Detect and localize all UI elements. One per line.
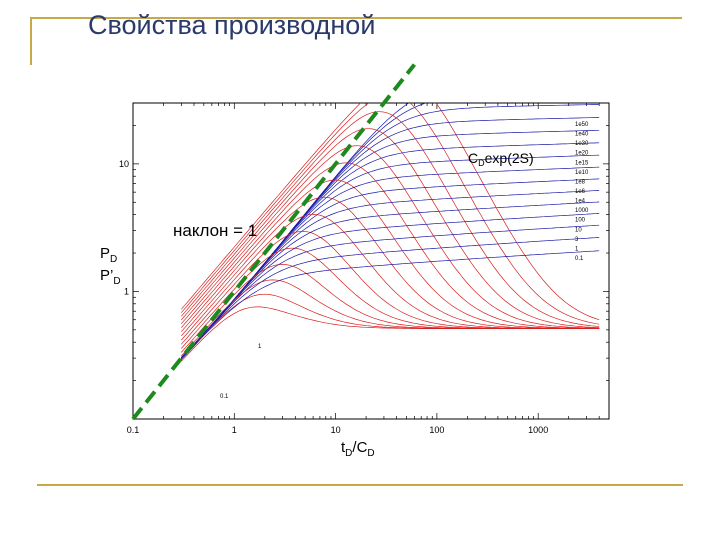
tick-labels: 0.1 1 10 100 1000 10 1 (119, 159, 548, 435)
derivative-curve (181, 179, 600, 332)
x-tick-label: 1000 (528, 425, 548, 435)
derivative-curve (181, 162, 600, 329)
curve-param-label: 1e15 (575, 160, 589, 166)
plot-frame (132, 102, 610, 420)
derivative-param-label: 0.1 (220, 394, 229, 400)
curve-param-label: 100 (575, 218, 586, 224)
pressure-curve (181, 178, 600, 359)
curve-param-label: 1e20 (575, 151, 589, 157)
y-axis-label-pd-prime: P’D (100, 267, 121, 287)
derivative-curve (181, 145, 600, 329)
ylabel-line2: P’ (100, 267, 113, 284)
x-tick-label: 1 (232, 425, 237, 435)
bottom-rule (37, 484, 683, 486)
slide-title: Свойства производной (88, 10, 376, 40)
curve-param-label: 1000 (575, 208, 589, 214)
param-sub: D (478, 158, 485, 168)
x-tick-label: 10 (331, 425, 341, 435)
xlabel-main: t (341, 439, 346, 456)
curve-param-label: 1e8 (575, 179, 586, 185)
param-rest: exp(2S) (485, 150, 534, 166)
pressure-curve (181, 213, 600, 358)
derivative-curve (181, 196, 600, 337)
y-axis-label-pd: PD (100, 245, 117, 265)
unit-slope-line-group (131, 63, 416, 421)
x-tick-label: 0.1 (127, 425, 140, 435)
unit-slope-line (131, 63, 416, 421)
curve-param-label: 0.1 (575, 256, 584, 262)
xlabel-sub2: D (367, 448, 374, 459)
derivative-curve (181, 128, 600, 328)
param-annotation: CDexp(2S) (468, 150, 534, 168)
ylabel-line2-sub: D (113, 276, 120, 287)
y-tick-label: 1 (124, 286, 129, 296)
pressure-curve (181, 237, 600, 358)
curve-param-label: 1e4 (575, 199, 586, 205)
curve-param-label: 3 (575, 237, 579, 243)
xlabel-slash: /C (352, 439, 367, 456)
axis-ticks (132, 102, 610, 420)
y-tick-label: 10 (119, 159, 129, 169)
xlabel-sub: D (345, 448, 352, 459)
derivative-curve (181, 111, 600, 327)
curve-param-label: 1e30 (575, 141, 589, 147)
derivative-curve (181, 103, 600, 325)
derivative-curve (181, 103, 600, 321)
param-main: C (468, 150, 478, 166)
x-tick-label: 100 (429, 425, 444, 435)
derivative-param-label: 1 (258, 344, 262, 350)
pressure-curve (181, 250, 600, 359)
slope-annotation: наклон = 1 (173, 221, 257, 240)
curve-param-label: 1e40 (575, 132, 589, 138)
ylabel-line1: P (100, 245, 110, 262)
derivative-curve (181, 306, 600, 362)
curve-labels: 1e501e401e301e201e151e101e81e61e41000100… (220, 122, 589, 400)
curve-param-label: 1 (575, 246, 579, 252)
curve-param-label: 1e10 (575, 170, 589, 176)
ylabel-line1-sub: D (110, 254, 117, 265)
top-rule (30, 17, 682, 19)
pressure-curve (181, 201, 600, 358)
curve-param-label: 1e50 (575, 122, 589, 128)
curve-param-label: 10 (575, 227, 582, 233)
pressure-curve (181, 190, 600, 359)
x-axis-label: tD/CD (341, 439, 375, 459)
left-rule (30, 17, 32, 65)
curve-param-label: 1e6 (575, 189, 586, 195)
curves (181, 103, 600, 362)
pressure-curve (181, 224, 600, 358)
